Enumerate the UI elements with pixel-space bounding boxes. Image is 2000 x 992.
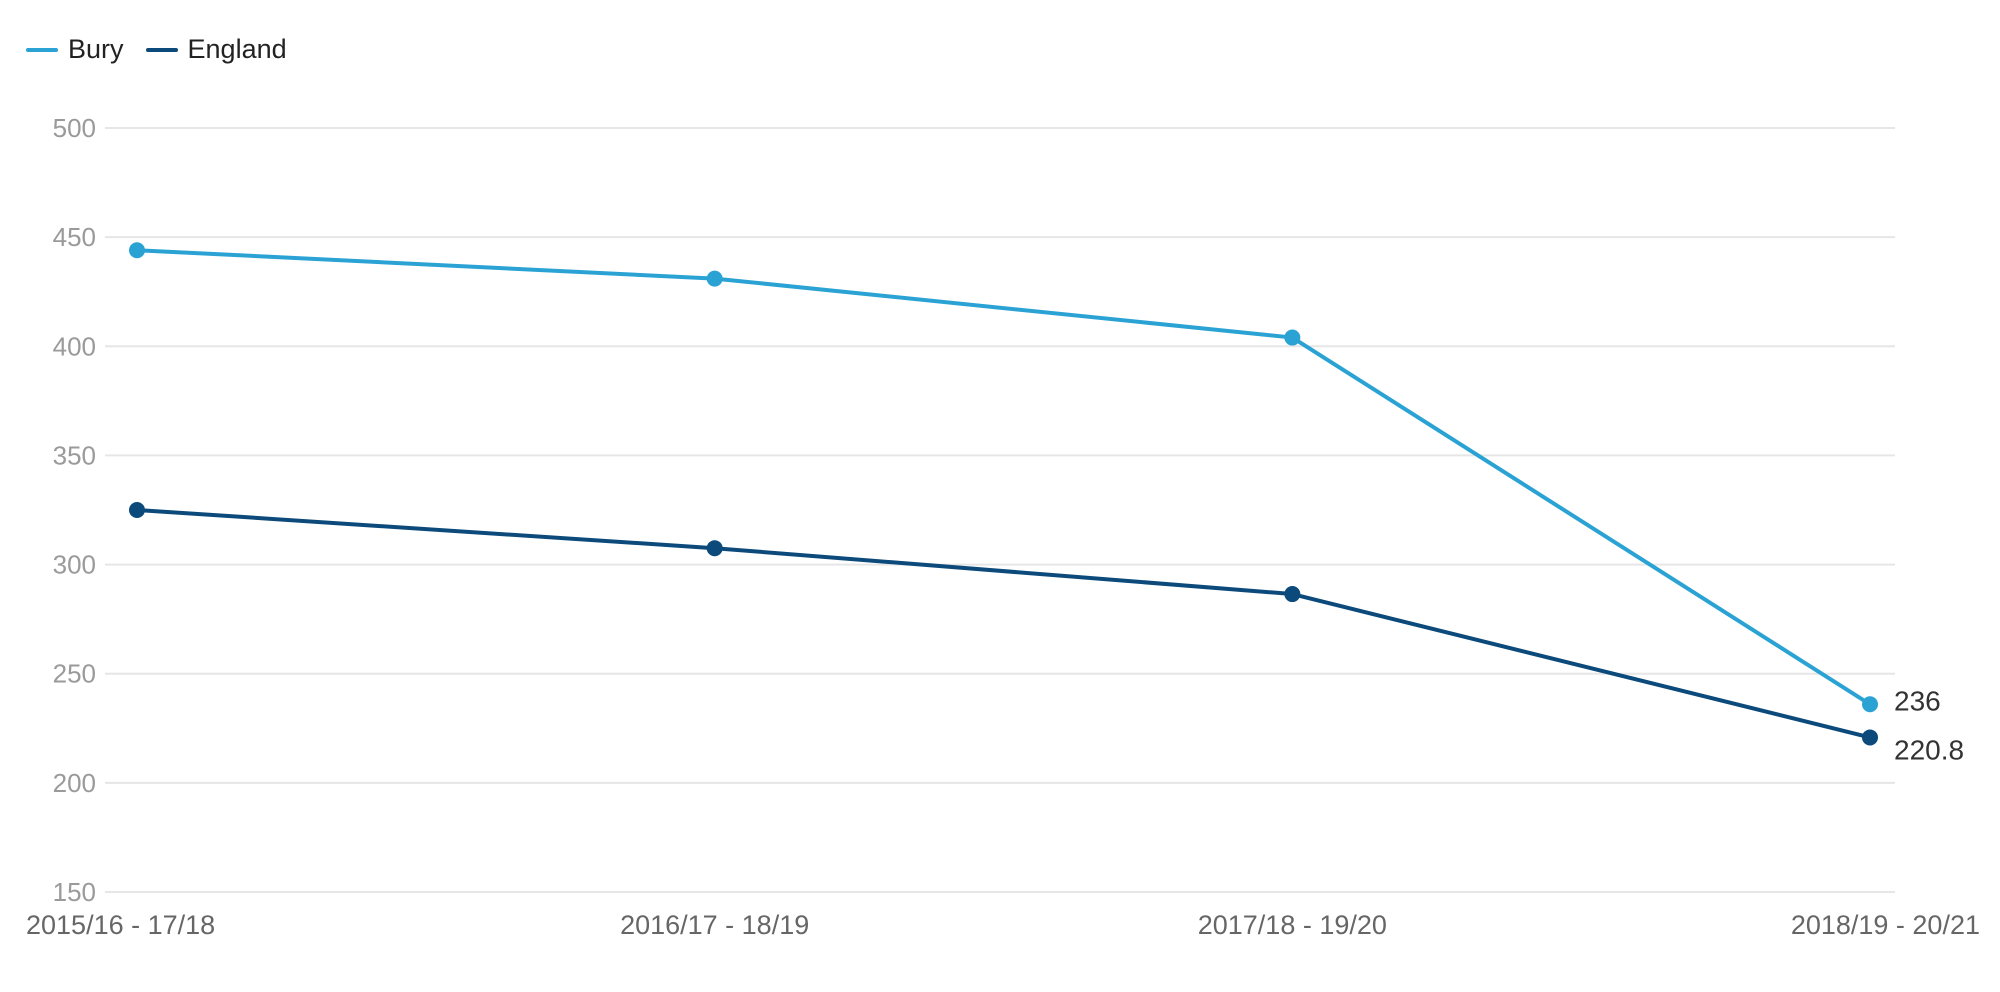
y-tick-label-150: 150 [53,877,96,907]
legend-item-england[interactable]: England [145,34,287,65]
legend-swatch-england [145,47,178,52]
data-point-bury-1[interactable] [129,242,145,259]
y-tick-label-300: 300 [53,550,96,580]
y-tick-label-400: 400 [53,331,96,361]
x-tick-label-3: 2017/18 - 19/20 [1198,910,1387,940]
gridlines [105,127,1895,893]
data-point-england-2[interactable] [706,540,723,557]
legend-label-england: England [187,34,287,64]
data-point-england-1[interactable] [129,502,145,518]
data-point-england-4[interactable] [1862,729,1878,746]
data-label-england-last: 220.8 [1894,734,1964,765]
y-tick-label-500: 500 [53,113,96,143]
x-tick-label-2: 2016/17 - 18/19 [620,910,809,940]
data-point-england-3[interactable] [1284,586,1301,603]
series-group [129,242,1878,746]
series-line-bury [135,248,1872,707]
y-axis: 150 200 250 300 350 400 450 500 [53,113,96,907]
series-line-england [135,508,1872,740]
legend-item-bury[interactable]: Bury [26,34,124,65]
y-tick-label-200: 200 [53,768,96,798]
data-point-bury-3[interactable] [1284,329,1301,346]
legend-label-bury: Bury [68,34,124,64]
y-tick-label-250: 250 [53,659,96,689]
x-axis: 2015/16 - 17/18 2016/17 - 18/19 2017/18 - … [26,910,1980,940]
data-point-bury-2[interactable] [706,270,723,287]
data-point-bury-4[interactable] [1862,696,1878,713]
y-tick-label-450: 450 [53,222,96,252]
legend-swatch-bury [26,47,58,52]
x-tick-label-4: 2018/19 - 20/21 [1791,910,1980,940]
data-labels: 236 220.8 [1894,685,1964,765]
x-tick-label-1: 2015/16 - 17/18 [26,910,215,940]
chart-legend: Bury England [26,34,287,65]
y-tick-label-350: 350 [53,440,96,470]
data-label-bury-last: 236 [1894,685,1941,716]
